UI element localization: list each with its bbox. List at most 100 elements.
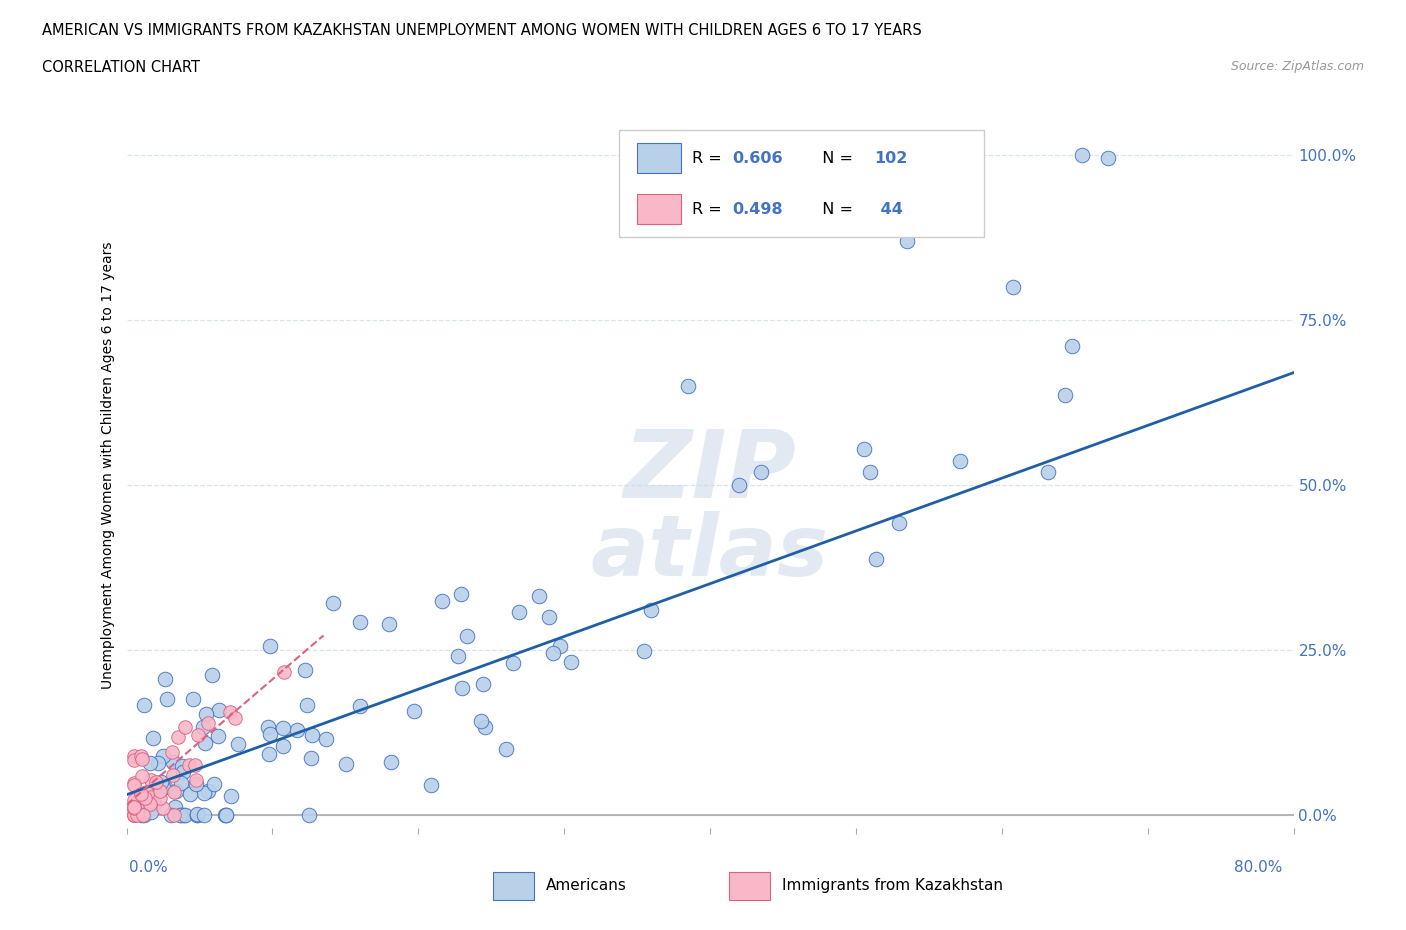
Point [122, 807, 145, 822]
Point [186, 728, 208, 743]
Point [142, 796, 165, 811]
Text: 0.606: 0.606 [733, 151, 783, 166]
Point [215, 807, 238, 822]
Point [456, 629, 478, 644]
Point [215, 807, 238, 822]
Point [297, 807, 319, 822]
Point [153, 672, 176, 687]
Point [1002, 280, 1025, 295]
Point [165, 784, 187, 799]
Point [208, 703, 231, 718]
Bar [637, 194, 681, 224]
Text: Americans: Americans [546, 878, 627, 894]
Text: CORRELATION CHART: CORRELATION CHART [42, 60, 200, 75]
FancyBboxPatch shape [619, 130, 984, 237]
Text: Immigrants from Kazakhstan: Immigrants from Kazakhstan [782, 878, 1002, 894]
Point [257, 719, 280, 734]
Point [132, 807, 155, 822]
Point [380, 754, 402, 769]
Point [865, 551, 887, 566]
Point [1036, 465, 1059, 480]
Point [349, 615, 371, 630]
Point [949, 454, 972, 469]
Point [146, 755, 169, 770]
Point [548, 639, 571, 654]
Point [186, 807, 208, 822]
Point [447, 649, 470, 664]
Point [541, 646, 564, 661]
Point [142, 730, 165, 745]
Point [285, 723, 308, 737]
Point [131, 807, 153, 822]
Point [508, 604, 530, 619]
Point [749, 464, 772, 479]
Point [859, 464, 882, 479]
Point [315, 732, 337, 747]
Point [181, 691, 204, 706]
Point [169, 807, 191, 822]
Point [134, 698, 156, 712]
Text: N =: N = [813, 202, 859, 217]
Point [149, 790, 172, 805]
Point [633, 644, 655, 658]
Point [420, 777, 443, 792]
Point [122, 807, 145, 822]
Point [335, 756, 357, 771]
Point [219, 705, 242, 720]
Point [184, 772, 207, 787]
Point [129, 790, 152, 804]
Text: Source: ZipAtlas.com: Source: ZipAtlas.com [1230, 60, 1364, 73]
Point [537, 610, 560, 625]
Text: AMERICAN VS IMMIGRANTS FROM KAZAKHSTAN UNEMPLOYMENT AMONG WOMEN WITH CHILDREN AG: AMERICAN VS IMMIGRANTS FROM KAZAKHSTAN U… [42, 23, 922, 38]
Point [1054, 388, 1077, 403]
Point [177, 758, 200, 773]
Point [160, 807, 183, 822]
Point [257, 746, 280, 761]
Point [259, 638, 281, 653]
Point [145, 775, 167, 790]
Point [194, 736, 217, 751]
Point [122, 749, 145, 764]
Point [152, 780, 174, 795]
Text: atlas: atlas [591, 511, 830, 593]
Point [134, 807, 156, 822]
Bar [492, 872, 534, 900]
Point [122, 799, 145, 814]
Point [139, 790, 162, 804]
Point [197, 784, 219, 799]
Point [172, 764, 194, 779]
Bar [728, 872, 770, 900]
Point [273, 665, 295, 680]
Text: 0.498: 0.498 [733, 202, 783, 217]
Text: 80.0%: 80.0% [1234, 860, 1282, 875]
Point [640, 603, 662, 618]
Point [162, 768, 184, 783]
Point [195, 707, 218, 722]
Point [152, 801, 174, 816]
Point [402, 704, 425, 719]
Point [134, 790, 156, 805]
Point [174, 807, 197, 822]
Point [259, 726, 281, 741]
Y-axis label: Unemployment Among Women with Children Ages 6 to 17 years: Unemployment Among Women with Children A… [101, 241, 115, 689]
Point [139, 755, 162, 770]
Point [149, 783, 172, 798]
Point [301, 728, 323, 743]
Point [193, 807, 215, 822]
Text: ZIP: ZIP [624, 426, 796, 518]
Point [184, 777, 207, 791]
Point [129, 749, 152, 764]
Point [322, 596, 344, 611]
Point [129, 787, 152, 802]
Point [122, 802, 145, 817]
Point [495, 742, 517, 757]
Point [141, 804, 163, 819]
Point [470, 713, 492, 728]
Point [432, 593, 454, 608]
Point [163, 785, 186, 800]
Point [152, 749, 174, 764]
Point [173, 807, 195, 822]
Point [294, 662, 316, 677]
Point [122, 777, 145, 792]
Point [167, 729, 190, 744]
